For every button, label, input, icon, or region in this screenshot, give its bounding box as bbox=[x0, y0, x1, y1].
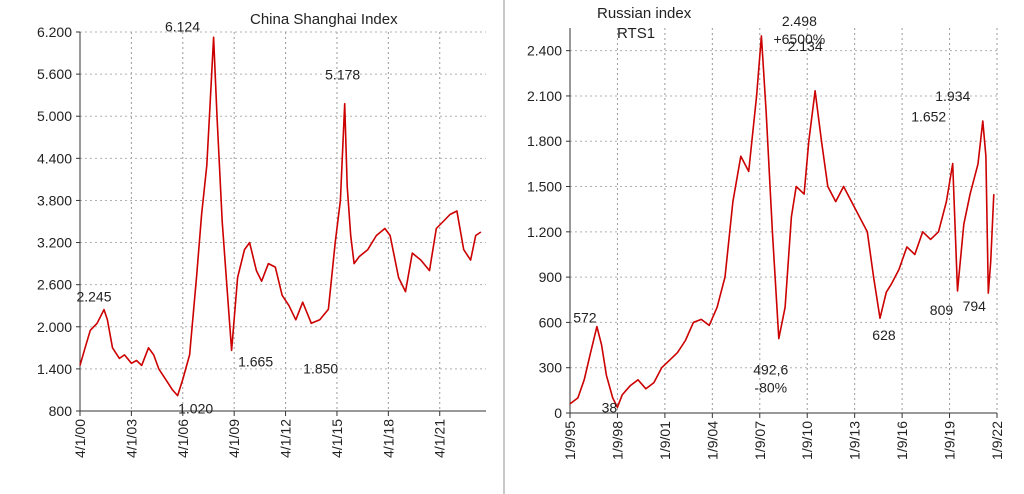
y-tick-label: 0 bbox=[554, 405, 562, 421]
y-tick-label: 2.400 bbox=[527, 43, 562, 59]
y-tick-label: 5.000 bbox=[37, 108, 72, 124]
y-tick-label: 2.000 bbox=[37, 319, 72, 335]
y-tick-label: 2.100 bbox=[527, 88, 562, 104]
data-label: 492,6 bbox=[753, 362, 788, 378]
x-tick-label: 1/9/22 bbox=[989, 421, 1005, 460]
data-label: 809 bbox=[930, 302, 954, 318]
russia-rts-chart: 0 300 600 900 1.200 1.500 1.800 2.100 2.400 1/9/9… bbox=[527, 5, 1005, 460]
data-label: 2.245 bbox=[76, 289, 111, 305]
x-tick-label: 4/1/00 bbox=[72, 419, 88, 458]
data-label: 1.652 bbox=[911, 109, 946, 125]
x-tick-label: 1/9/95 bbox=[562, 421, 578, 460]
x-tick-label: 4/1/12 bbox=[278, 419, 294, 458]
y-tick-label: 900 bbox=[539, 269, 563, 285]
x-tick-label: 4/1/06 bbox=[175, 419, 191, 458]
china-shanghai-chart: 800 1.400 2.000 2.600 3.200 3.800 4.400 5.000 5.… bbox=[37, 11, 486, 458]
x-tick-label: 1/9/13 bbox=[847, 421, 863, 460]
x-tick-label: 1/9/01 bbox=[657, 421, 673, 460]
china-chart-panel: 800 1.400 2.000 2.600 3.200 3.800 4.400 5.000 5.… bbox=[0, 0, 505, 494]
data-label: 1.665 bbox=[238, 353, 273, 369]
data-label: 794 bbox=[963, 298, 987, 314]
index-series-line bbox=[79, 36, 482, 397]
x-tick-label: 1/9/16 bbox=[894, 421, 910, 460]
data-label: 38 bbox=[602, 399, 618, 415]
data-label: -80% bbox=[754, 380, 787, 396]
x-tick-label: 4/1/03 bbox=[123, 419, 139, 458]
y-tick-label: 1.500 bbox=[527, 179, 562, 195]
x-tick-label: 1/9/98 bbox=[609, 421, 625, 460]
x-tick-label: 4/1/15 bbox=[329, 419, 345, 458]
y-tick-label: 6.200 bbox=[37, 24, 72, 40]
y-tick-label: 4.400 bbox=[37, 150, 72, 166]
y-tick-label: 600 bbox=[539, 314, 563, 330]
y-tick-label: 1.200 bbox=[527, 224, 562, 240]
data-label: 1.850 bbox=[303, 360, 338, 376]
chart-title: Russian index bbox=[597, 5, 692, 22]
x-tick-label: 1/9/19 bbox=[942, 421, 958, 460]
data-label: 572 bbox=[573, 310, 597, 326]
plot-area bbox=[80, 32, 486, 411]
russia-chart-panel: 0 300 600 900 1.200 1.500 1.800 2.100 2.400 1/9/9… bbox=[507, 0, 1024, 494]
y-tick-label: 3.800 bbox=[37, 192, 72, 208]
x-tick-label: 1/9/04 bbox=[704, 421, 720, 460]
x-tick-label: 1/9/10 bbox=[799, 421, 815, 460]
chart-title: RTS1 bbox=[617, 25, 655, 42]
data-label: +6500% bbox=[773, 31, 825, 47]
y-tick-label: 3.200 bbox=[37, 235, 72, 251]
data-label: 628 bbox=[872, 327, 896, 343]
x-tick-label: 4/1/18 bbox=[380, 419, 396, 458]
data-label: 1.020 bbox=[178, 401, 213, 417]
index-series-line bbox=[569, 35, 995, 409]
y-tick-label: 1.800 bbox=[527, 133, 562, 149]
x-tick-label: 4/1/09 bbox=[226, 419, 242, 458]
x-tick-label: 4/1/21 bbox=[432, 419, 448, 458]
data-label: 1.934 bbox=[935, 88, 970, 104]
y-tick-label: 1.400 bbox=[37, 361, 72, 377]
y-tick-label: 300 bbox=[539, 360, 563, 376]
data-label: 6.124 bbox=[165, 18, 200, 34]
y-tick-label: 800 bbox=[49, 403, 73, 419]
y-tick-label: 2.600 bbox=[37, 277, 72, 293]
data-label: 2.498 bbox=[782, 13, 817, 29]
plot-area bbox=[570, 28, 997, 413]
data-label: 5.178 bbox=[325, 67, 360, 83]
data-label: 2.134 bbox=[788, 38, 823, 54]
chart-title: China Shanghai Index bbox=[250, 11, 398, 28]
x-tick-label: 1/9/07 bbox=[752, 421, 768, 460]
y-tick-label: 5.600 bbox=[37, 66, 72, 82]
